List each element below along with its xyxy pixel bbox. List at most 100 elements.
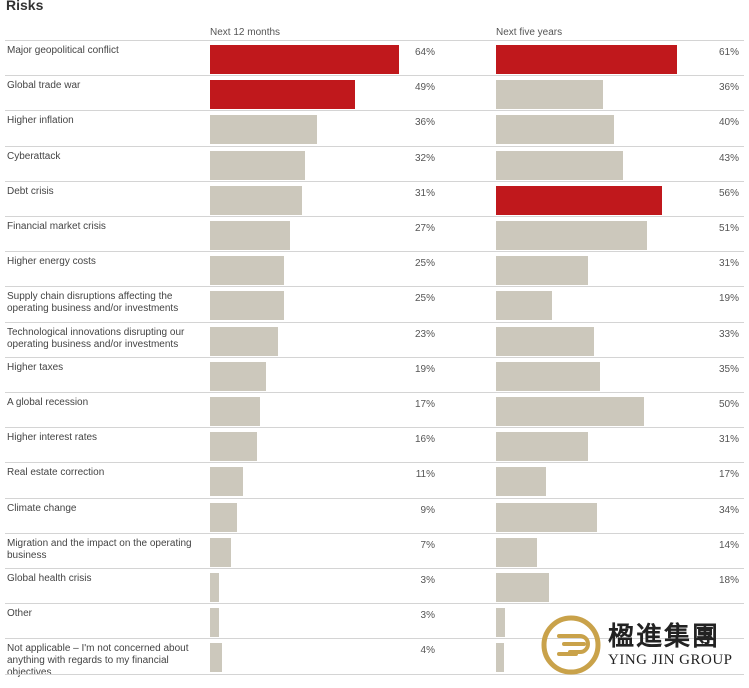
ying-jin-logo-mark-icon xyxy=(541,615,601,675)
value-label: 19% xyxy=(414,363,435,375)
bar-next-five-years xyxy=(496,45,677,74)
value-label: 50% xyxy=(718,399,739,410)
value-label: 14% xyxy=(718,539,739,551)
value-label: 9% xyxy=(420,504,435,516)
row-divider xyxy=(5,356,744,358)
bar-next-five-years xyxy=(496,150,624,180)
value-label: 18% xyxy=(718,575,739,586)
row-divider xyxy=(5,321,744,323)
value-label: 61% xyxy=(718,47,739,58)
row-label: Financial market crisis xyxy=(7,221,106,232)
value-label: 25% xyxy=(414,293,435,305)
value-label: 56% xyxy=(718,187,739,199)
row-divider xyxy=(5,251,744,253)
bar-next-five-years xyxy=(496,608,505,638)
value-label: 36% xyxy=(718,82,739,94)
bar-next-five-years xyxy=(496,643,504,673)
row-label: Higher inflation xyxy=(7,115,74,127)
row-divider xyxy=(5,462,744,464)
chart-title: Risks xyxy=(6,0,44,13)
value-label: 17% xyxy=(718,469,739,481)
bar-next-five-years xyxy=(496,256,588,286)
value-label: 19% xyxy=(718,293,739,305)
bar-next-12-months xyxy=(210,537,231,567)
value-label: 17% xyxy=(414,399,435,410)
row-label: Higher interest rates xyxy=(7,432,98,444)
bar-next-five-years xyxy=(496,361,600,391)
row-divider xyxy=(5,110,744,112)
row-label: Debt crisis xyxy=(7,185,54,197)
value-label: 4% xyxy=(420,645,435,657)
value-label: 31% xyxy=(718,258,739,270)
row-label: Global trade war xyxy=(7,80,81,92)
row-divider xyxy=(5,638,744,640)
logo-english-name: YING JIN GROUP xyxy=(608,652,733,668)
bar-next-12-months xyxy=(210,221,290,250)
column-header-next-five-years: Next five years xyxy=(496,27,563,38)
bar-next-five-years xyxy=(496,467,547,497)
row-label: Other xyxy=(7,608,33,620)
row-divider xyxy=(5,497,744,499)
bar-next-12-months xyxy=(210,573,219,602)
value-label: 3% xyxy=(420,610,435,622)
value-label: 16% xyxy=(414,434,435,446)
bar-next-12-months xyxy=(210,256,284,286)
value-label: 40% xyxy=(718,117,739,129)
bar-next-12-months xyxy=(210,150,305,180)
row-label: Cyberattack xyxy=(7,150,61,162)
value-label: 31% xyxy=(414,187,435,199)
row-divider xyxy=(5,532,744,534)
row-label: A global recession xyxy=(7,397,89,408)
bar-next-five-years xyxy=(496,291,553,321)
bar-next-five-years xyxy=(496,573,550,602)
ying-jin-group-logo: 楹進集團 YING JIN GROUP xyxy=(540,612,745,688)
value-label: 31% xyxy=(718,434,739,446)
logo-chinese-name: 楹進集團 xyxy=(608,622,721,652)
bar-next-five-years xyxy=(496,326,594,356)
bar-next-five-years xyxy=(496,185,662,215)
value-label: 27% xyxy=(414,223,435,234)
value-label: 25% xyxy=(414,258,435,270)
row-divider xyxy=(5,216,744,217)
row-divider xyxy=(5,603,744,605)
row-divider xyxy=(5,180,744,182)
value-label: 35% xyxy=(718,363,739,375)
bar-next-12-months xyxy=(210,643,222,673)
row-label: Higher energy costs xyxy=(7,256,96,268)
bar-next-12-months xyxy=(210,432,258,462)
row-divider xyxy=(5,392,744,393)
row-label: Not applicable – I'm not concerned about… xyxy=(7,643,189,678)
value-label: 34% xyxy=(718,504,739,516)
row-divider xyxy=(5,145,744,147)
row-label: Migration and the impact on the operatin… xyxy=(7,537,192,561)
bar-next-five-years xyxy=(496,115,615,145)
value-label: 36% xyxy=(414,117,435,129)
value-label: 23% xyxy=(414,328,435,340)
row-divider xyxy=(5,673,744,675)
row-divider xyxy=(5,40,744,41)
value-label: 43% xyxy=(718,152,739,164)
row-divider xyxy=(5,427,744,429)
bar-next-12-months xyxy=(210,326,279,356)
bar-next-five-years xyxy=(496,537,538,567)
row-label: Climate change xyxy=(7,502,77,514)
value-label: 49% xyxy=(414,82,435,94)
value-label: 51% xyxy=(718,223,739,234)
value-label: 33% xyxy=(718,328,739,340)
value-label: 3% xyxy=(420,575,435,586)
row-label: Higher taxes xyxy=(7,361,64,373)
bar-next-12-months xyxy=(210,467,243,497)
bar-next-12-months xyxy=(210,361,267,391)
value-label: 32% xyxy=(414,152,435,164)
bar-next-12-months xyxy=(210,115,317,145)
value-label: 11% xyxy=(415,469,435,481)
bar-next-12-months xyxy=(210,502,237,532)
bar-next-12-months xyxy=(210,397,261,426)
bar-next-12-months xyxy=(210,608,219,638)
bar-next-12-months xyxy=(210,80,356,110)
row-label: Supply chain disruptions affecting the o… xyxy=(7,291,179,315)
bar-next-five-years xyxy=(496,80,603,110)
bar-next-12-months xyxy=(210,185,302,215)
row-label: Technological innovations disrupting our… xyxy=(7,326,185,350)
